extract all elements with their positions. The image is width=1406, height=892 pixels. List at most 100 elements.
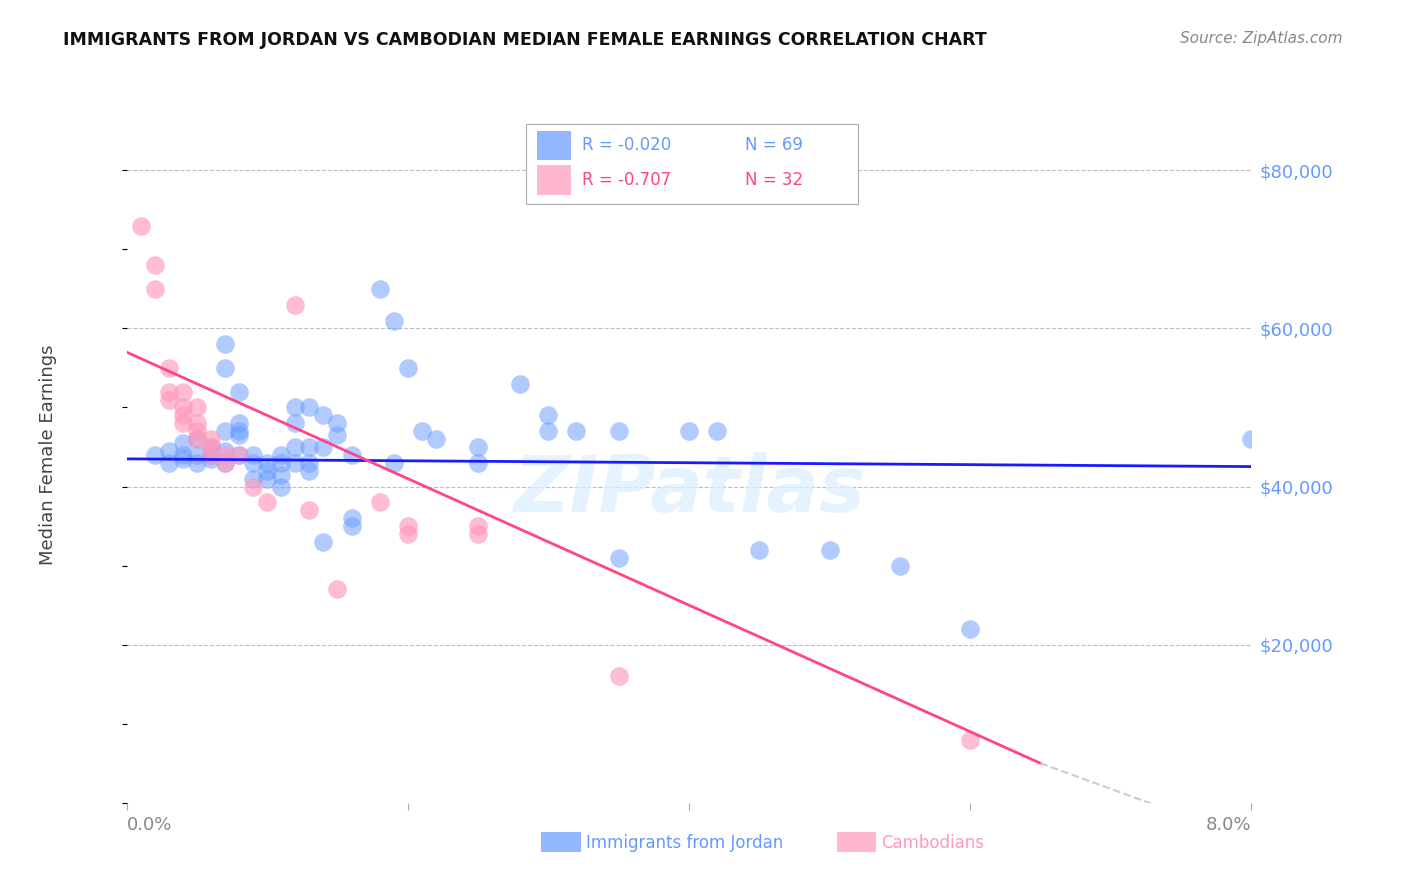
- Point: [172, 409, 194, 423]
- Point: [256, 464, 278, 478]
- Point: [467, 440, 489, 454]
- Point: [326, 582, 349, 597]
- Point: [186, 417, 208, 431]
- Point: [256, 495, 278, 509]
- Point: [172, 448, 194, 462]
- Point: [200, 448, 222, 462]
- Point: [382, 313, 405, 327]
- Point: [228, 384, 250, 399]
- Point: [382, 456, 405, 470]
- Point: [270, 448, 292, 462]
- Point: [143, 282, 166, 296]
- Point: [565, 424, 588, 438]
- Point: [509, 376, 531, 391]
- Point: [298, 464, 321, 478]
- Point: [242, 479, 264, 493]
- Point: [172, 436, 194, 450]
- Point: [467, 456, 489, 470]
- Point: [340, 511, 363, 525]
- Point: [818, 542, 841, 557]
- Point: [186, 432, 208, 446]
- Point: [186, 424, 208, 438]
- Point: [228, 417, 250, 431]
- Point: [242, 456, 264, 470]
- Point: [270, 456, 292, 470]
- Point: [214, 424, 236, 438]
- Point: [172, 401, 194, 415]
- Point: [537, 424, 560, 438]
- Point: [678, 424, 700, 438]
- Text: N = 32: N = 32: [745, 171, 803, 189]
- Point: [411, 424, 433, 438]
- Text: R = -0.020: R = -0.020: [582, 136, 671, 154]
- Point: [312, 440, 335, 454]
- Point: [1240, 432, 1263, 446]
- Text: Source: ZipAtlas.com: Source: ZipAtlas.com: [1180, 31, 1343, 46]
- Bar: [537, 166, 571, 194]
- Point: [172, 384, 194, 399]
- Point: [396, 527, 419, 541]
- Point: [959, 732, 981, 747]
- Text: N = 69: N = 69: [745, 136, 803, 154]
- Point: [607, 424, 630, 438]
- Point: [959, 622, 981, 636]
- Point: [396, 519, 419, 533]
- Text: Median Female Earnings: Median Female Earnings: [39, 344, 56, 566]
- Text: Immigrants from Jordan: Immigrants from Jordan: [586, 834, 783, 852]
- Point: [284, 440, 307, 454]
- Point: [214, 456, 236, 470]
- Point: [396, 361, 419, 376]
- Point: [172, 417, 194, 431]
- Point: [172, 451, 194, 466]
- Point: [326, 417, 349, 431]
- Point: [425, 432, 447, 446]
- Point: [228, 428, 250, 442]
- Text: Cambodians: Cambodians: [882, 834, 984, 852]
- Point: [214, 448, 236, 462]
- Point: [298, 401, 321, 415]
- Point: [607, 550, 630, 565]
- Point: [284, 298, 307, 312]
- Point: [186, 432, 208, 446]
- Point: [157, 456, 180, 470]
- Point: [200, 440, 222, 454]
- Point: [368, 495, 391, 509]
- Point: [889, 558, 911, 573]
- Point: [467, 527, 489, 541]
- Point: [143, 448, 166, 462]
- Point: [284, 401, 307, 415]
- Point: [340, 519, 363, 533]
- Point: [537, 409, 560, 423]
- Point: [186, 456, 208, 470]
- Point: [228, 448, 250, 462]
- Point: [214, 337, 236, 351]
- Point: [284, 417, 307, 431]
- Text: IMMIGRANTS FROM JORDAN VS CAMBODIAN MEDIAN FEMALE EARNINGS CORRELATION CHART: IMMIGRANTS FROM JORDAN VS CAMBODIAN MEDI…: [63, 31, 987, 49]
- Point: [186, 401, 208, 415]
- Point: [242, 448, 264, 462]
- Text: 0.0%: 0.0%: [127, 816, 172, 834]
- Point: [129, 219, 152, 233]
- Point: [748, 542, 770, 557]
- Point: [467, 519, 489, 533]
- FancyBboxPatch shape: [526, 124, 858, 204]
- Bar: [537, 131, 571, 160]
- Point: [157, 384, 180, 399]
- Point: [326, 428, 349, 442]
- Point: [143, 258, 166, 272]
- Point: [298, 503, 321, 517]
- Point: [607, 669, 630, 683]
- Point: [200, 451, 222, 466]
- Point: [298, 440, 321, 454]
- Point: [186, 448, 208, 462]
- Text: 8.0%: 8.0%: [1206, 816, 1251, 834]
- Point: [706, 424, 728, 438]
- Point: [157, 361, 180, 376]
- Point: [298, 456, 321, 470]
- Point: [200, 432, 222, 446]
- Text: R = -0.707: R = -0.707: [582, 171, 671, 189]
- Point: [157, 392, 180, 407]
- Point: [340, 448, 363, 462]
- Point: [256, 472, 278, 486]
- Point: [214, 361, 236, 376]
